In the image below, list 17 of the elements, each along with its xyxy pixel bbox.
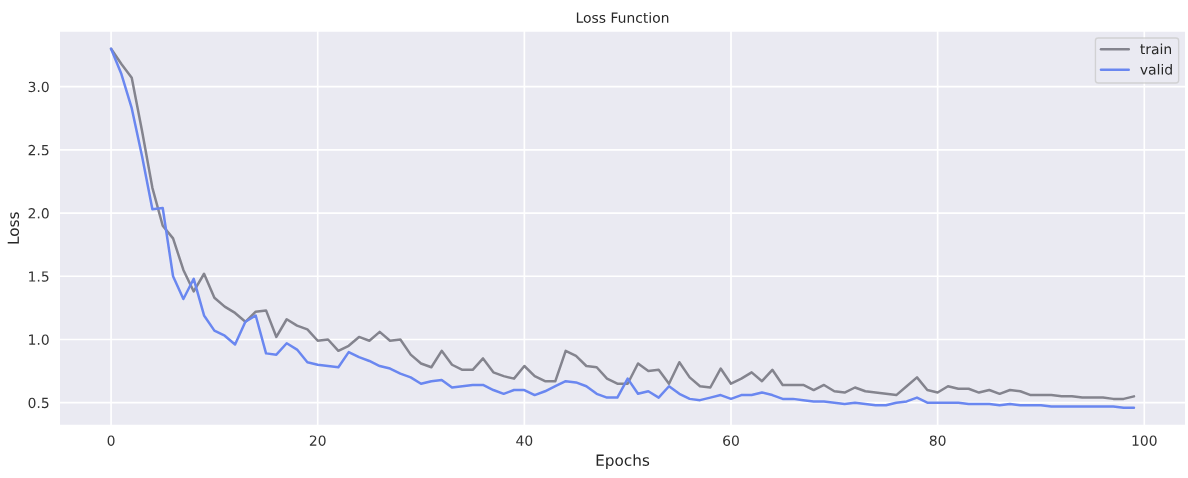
x-tick-label: 60: [723, 435, 739, 446]
y-tick-label: 2.5: [28, 144, 49, 156]
legend-label: valid: [1140, 63, 1172, 75]
y-axis-title: Loss: [7, 212, 20, 244]
y-tick-label: 0.5: [28, 397, 49, 409]
y-tick-label: 3.0: [28, 81, 49, 93]
x-axis-title: Epochs: [596, 454, 650, 469]
y-tick-label: 1.0: [29, 334, 49, 345]
x-tick-label: 100: [1132, 435, 1157, 446]
x-tick-label: 0: [107, 435, 115, 446]
x-tick-label: 80: [929, 435, 946, 446]
chart-title: Loss Function: [576, 12, 669, 23]
legend-label: train: [1140, 43, 1172, 55]
y-tick-label: 2.0: [28, 208, 49, 219]
x-tick-label: 40: [516, 435, 533, 446]
y-tick-label: 1.5: [29, 271, 49, 282]
x-tick-label: 20: [309, 435, 326, 446]
